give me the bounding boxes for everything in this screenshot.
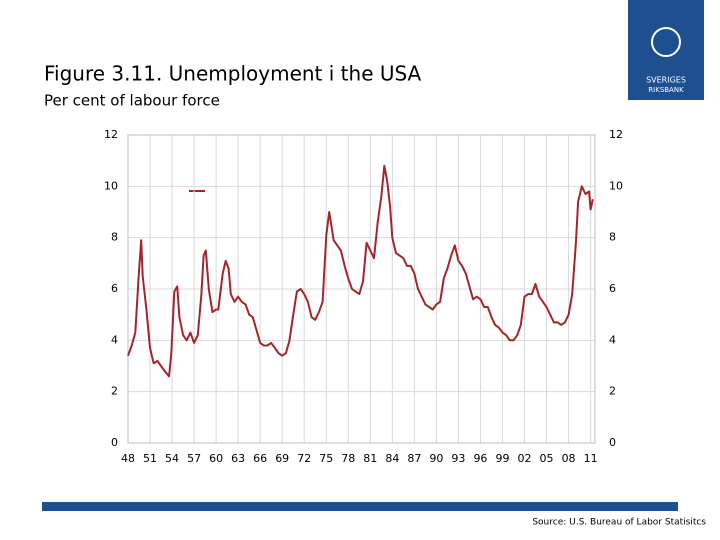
source: Source: U.S. Bureau of Labor Statisitcs: [532, 518, 706, 528]
x-tick-label: 57: [187, 452, 201, 465]
x-tick-label: 60: [209, 452, 223, 465]
y2-tick-label: 10: [609, 179, 623, 192]
x-tick-label: 08: [562, 452, 576, 465]
x-tick-label: 05: [540, 452, 554, 465]
x-tick-label: 66: [253, 452, 267, 465]
x-tick-label: 81: [363, 452, 377, 465]
x-tick-label: 02: [518, 452, 532, 465]
y-tick-label: 0: [111, 436, 118, 449]
x-tick-label: 51: [143, 452, 157, 465]
x-tick-label: 48: [121, 452, 135, 465]
logo-text: RIKSBANK: [648, 86, 684, 94]
logo-text: SVERIGES: [646, 76, 686, 85]
logo-emblem: [651, 27, 681, 57]
x-tick-label: 75: [319, 452, 333, 465]
x-tick-label: 90: [429, 452, 443, 465]
x-tick-label: 93: [451, 452, 465, 465]
x-tick-label: 11: [584, 452, 598, 465]
x-tick-label: 84: [385, 452, 399, 465]
y-tick-label: 4: [111, 333, 118, 346]
y-tick-label: 6: [111, 282, 118, 295]
title: Figure 3.11. Unemployment i the USA: [44, 62, 422, 86]
y-tick-label: 10: [104, 179, 118, 192]
y2-tick-label: 4: [609, 333, 616, 346]
y2-tick-label: 12: [609, 128, 623, 141]
y-tick-label: 2: [111, 385, 118, 398]
y2-tick-label: 8: [609, 231, 616, 244]
y2-tick-label: 0: [609, 436, 616, 449]
data-line: [127, 164, 594, 378]
x-tick-label: 63: [231, 452, 245, 465]
footer-bar: [42, 502, 678, 511]
y-tick-label: 8: [111, 231, 118, 244]
x-tick-label: 72: [297, 452, 311, 465]
subtitle: Per cent of labour force: [44, 92, 220, 110]
logo-bg: [628, 0, 704, 100]
x-tick-label: 54: [165, 452, 179, 465]
y-tick-label: 12: [104, 128, 118, 141]
x-tick-label: 87: [407, 452, 421, 465]
y2-tick-label: 2: [609, 385, 616, 398]
x-tick-label: 78: [341, 452, 355, 465]
x-tick-label: 96: [473, 452, 487, 465]
y2-tick-label: 6: [609, 282, 616, 295]
plot-frame: [127, 134, 596, 444]
x-tick-label: 69: [275, 452, 289, 465]
x-tick-label: 99: [495, 452, 509, 465]
